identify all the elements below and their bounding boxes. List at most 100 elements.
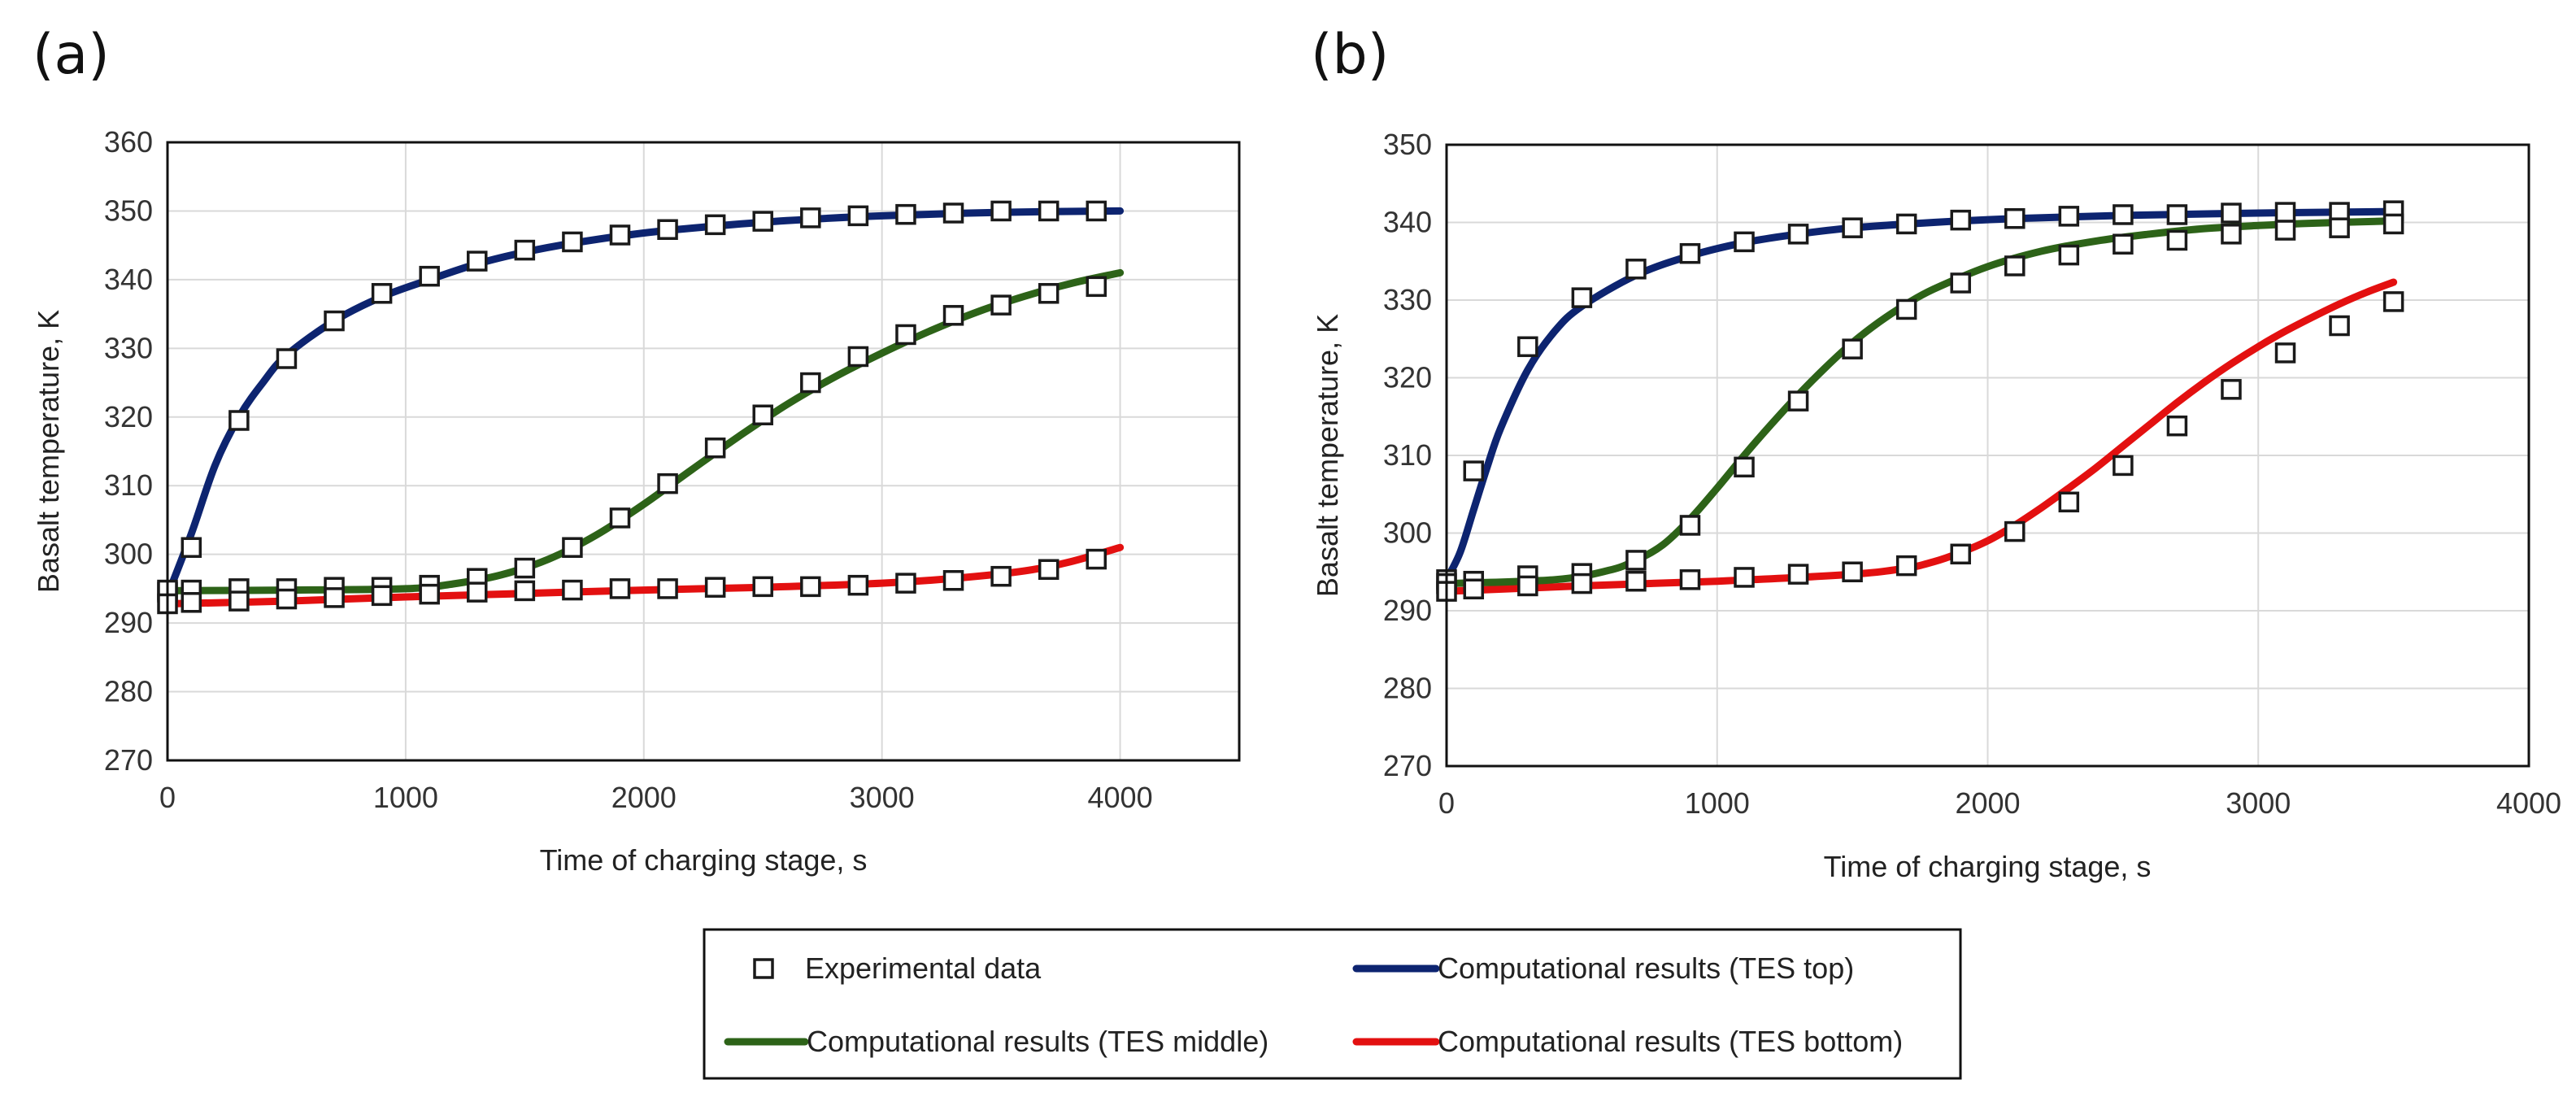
y-tick-label-a: 350 <box>104 194 153 227</box>
experimental-point-a <box>1086 200 1107 222</box>
panel-label-a: (a) <box>33 23 110 87</box>
experimental-point-b <box>1517 336 1538 358</box>
legend-item-top: Computational results (TES top) <box>1352 951 1854 985</box>
experimental-point-a <box>1038 200 1060 222</box>
experimental-point-b <box>1787 390 1809 411</box>
experimental-point-b <box>2221 224 2242 245</box>
experimental-point-a <box>562 537 583 558</box>
x-tick-label-b: 4000 <box>2496 786 2561 820</box>
x-axis-title-b: Time of charging stage, s <box>1824 850 2152 883</box>
experimental-point-a <box>942 570 964 591</box>
x-tick-label-b: 3000 <box>2226 786 2291 820</box>
experimental-point-b <box>2274 342 2296 364</box>
y-tick-label-a: 290 <box>104 606 153 639</box>
experimental-point-a <box>609 224 631 246</box>
y-tick-label-b: 300 <box>1383 516 1432 550</box>
experimental-point-a <box>847 574 869 596</box>
experimental-point-b <box>1625 570 1647 592</box>
experimental-point-a <box>467 581 488 603</box>
experimental-point-a <box>371 585 393 607</box>
experimental-point-a <box>181 592 202 613</box>
legend-label-middle: Computational results (TES middle) <box>807 1025 1268 1058</box>
experimental-point-b <box>1787 224 1809 245</box>
x-tick-label-a: 4000 <box>1088 781 1153 814</box>
experimental-point-b <box>2274 202 2296 223</box>
series-line-bottom-a <box>163 543 1125 607</box>
ticks-b: 270 280 290 300 310 320 330 340 350 0 1000 2000 3000… <box>1383 128 2561 820</box>
experimental-point-b <box>2004 520 2026 542</box>
y-tick-label-a: 310 <box>104 468 153 502</box>
experimental-point-a <box>419 583 440 605</box>
experimental-point-a <box>514 580 536 602</box>
x-tick-label-b: 1000 <box>1685 786 1750 820</box>
experimental-point-b <box>1734 231 1755 253</box>
series-a <box>157 200 1125 615</box>
experimental-point-a <box>419 265 440 287</box>
y-tick-label-a: 300 <box>104 538 153 571</box>
experimental-point-b <box>2058 244 2080 266</box>
plot-frame-b <box>1445 143 2530 768</box>
y-tick-label-a: 320 <box>104 400 153 433</box>
experimental-point-a <box>704 214 726 236</box>
experimental-point-b <box>1571 573 1593 594</box>
experimental-point-a <box>895 324 916 346</box>
y-axis-title-a: Basalt temperature, K <box>32 310 65 593</box>
legend-label-top: Computational results (TES top) <box>1438 951 1854 985</box>
experimental-point-b <box>2166 229 2188 251</box>
experimental-point-a <box>371 283 393 304</box>
y-tick-label-b: 330 <box>1383 283 1432 316</box>
grid-a <box>167 142 1239 761</box>
experimental-point-b <box>2113 455 2134 477</box>
experimental-point-a <box>276 348 298 369</box>
y-tick-label-a: 360 <box>104 125 153 159</box>
experimental-point-a <box>704 577 726 598</box>
experimental-point-b <box>1571 287 1593 308</box>
y-tick-label-b: 350 <box>1383 128 1432 161</box>
experimental-point-b <box>2004 255 2026 276</box>
experimental-point-a <box>514 239 536 261</box>
experimental-point-a <box>324 310 345 332</box>
x-tick-label-a: 2000 <box>611 781 677 814</box>
y-tick-label-b: 280 <box>1383 672 1432 705</box>
experimental-point-b <box>1950 209 1971 231</box>
experimental-point-b <box>1517 575 1538 597</box>
y-tick-label-b: 290 <box>1383 594 1432 627</box>
experimental-point-a <box>1038 559 1060 580</box>
legend-marker-experimental <box>753 958 774 979</box>
legend: Experimental data Computational results … <box>703 928 1962 1080</box>
x-tick-label-a: 1000 <box>373 781 438 814</box>
experimental-point-a <box>704 438 726 459</box>
experimental-point-b <box>2166 204 2188 225</box>
experimental-point-a <box>562 579 583 601</box>
experimental-point-b <box>2113 233 2134 255</box>
legend-label-bottom: Computational results (TES bottom) <box>1438 1025 1903 1058</box>
legend-label-experimental: Experimental data <box>805 951 1042 985</box>
experimental-point-b <box>2058 206 2080 227</box>
experimental-point-a <box>657 578 678 599</box>
experimental-point-a <box>1086 276 1107 298</box>
experimental-point-b <box>1625 550 1647 571</box>
experimental-point-a <box>228 590 250 612</box>
experimental-point-a <box>942 305 964 326</box>
experimental-point-a <box>895 573 916 594</box>
experimental-point-a <box>847 205 869 227</box>
experimental-point-a <box>609 578 631 599</box>
experimental-point-b <box>1842 217 1863 238</box>
plot-frame-a <box>166 141 1241 762</box>
experimental-point-b <box>2382 213 2404 235</box>
experimental-point-b <box>1950 272 1971 294</box>
experimental-point-b <box>1895 213 1917 235</box>
experimental-point-a <box>752 576 773 598</box>
x-tick-label-b: 0 <box>1438 786 1455 820</box>
x-tick-label-b: 2000 <box>1955 786 2020 820</box>
experimental-point-b <box>1463 460 1485 481</box>
experimental-point-a <box>1038 283 1060 304</box>
experimental-point-b <box>1679 515 1701 536</box>
experimental-point-b <box>1842 338 1863 359</box>
experimental-point-a <box>1086 548 1107 570</box>
series-line-middle-b <box>1442 217 2398 588</box>
experimental-point-b <box>1895 298 1917 320</box>
experimental-point-a <box>800 207 821 229</box>
legend-item-bottom: Computational results (TES bottom) <box>1352 1025 1903 1058</box>
series-line-top-b <box>1442 207 2398 584</box>
